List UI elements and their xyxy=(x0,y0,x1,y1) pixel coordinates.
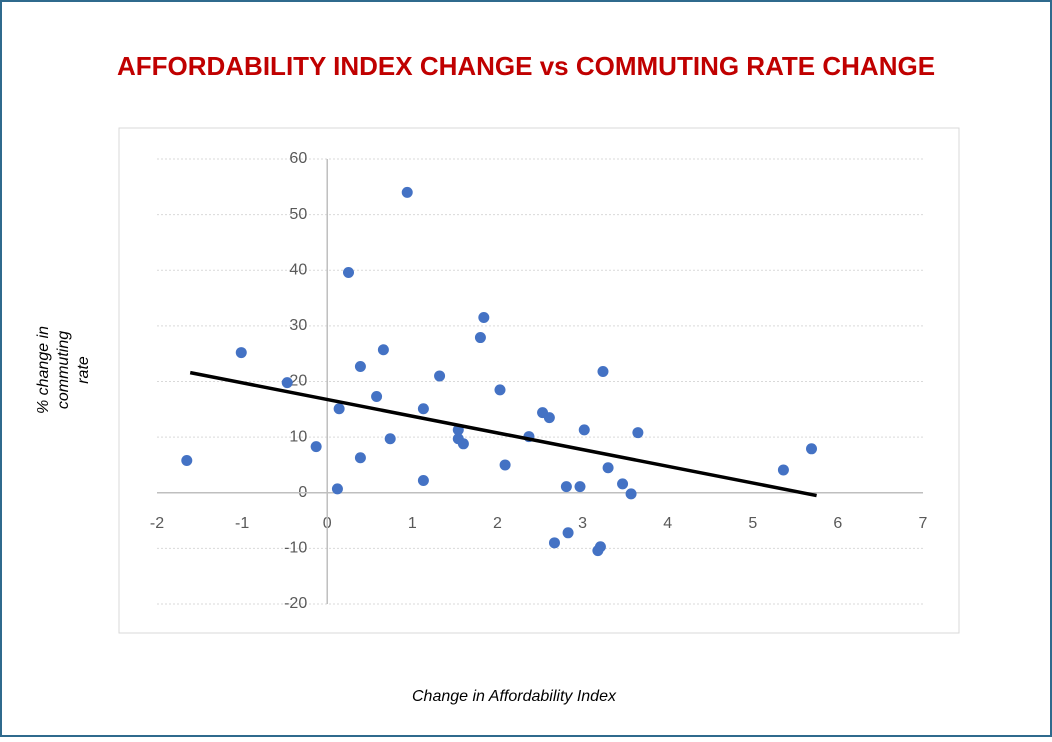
data-point xyxy=(474,332,486,344)
data-point xyxy=(560,481,572,493)
y-tick-label: 20 xyxy=(289,373,307,390)
data-point xyxy=(543,412,555,424)
data-point xyxy=(499,459,511,471)
x-tick-label: 7 xyxy=(919,515,928,532)
y-tick-label: 10 xyxy=(289,428,307,445)
data-point xyxy=(434,370,446,382)
y-axis-label: % change in commuting rate xyxy=(35,326,92,414)
data-point xyxy=(417,475,429,487)
data-point xyxy=(181,454,193,466)
data-point xyxy=(562,527,574,539)
y-tick-label: 60 xyxy=(289,150,307,167)
data-point xyxy=(574,481,586,493)
data-point xyxy=(310,441,322,453)
y-tick-label: 50 xyxy=(289,206,307,223)
x-tick-label: -1 xyxy=(235,515,249,532)
data-point xyxy=(281,377,293,389)
data-point xyxy=(384,433,396,445)
x-tick-label: -2 xyxy=(150,515,164,532)
data-point xyxy=(602,462,614,474)
data-point xyxy=(371,391,383,403)
y-axis-label-line: rate xyxy=(75,356,92,384)
data-point xyxy=(597,365,609,377)
data-point xyxy=(333,403,345,415)
data-point xyxy=(235,347,247,359)
data-point xyxy=(617,478,629,490)
data-point xyxy=(632,427,644,439)
data-point xyxy=(594,541,606,553)
x-tick-label: 3 xyxy=(578,515,587,532)
data-point xyxy=(578,424,590,436)
y-axis-label-line: % change in xyxy=(35,326,52,414)
data-point xyxy=(457,438,469,450)
y-tick-label: -10 xyxy=(284,540,307,557)
y-tick-label: -20 xyxy=(284,595,307,612)
data-point xyxy=(494,384,506,396)
x-tick-label: 1 xyxy=(408,515,417,532)
data-point xyxy=(478,312,490,324)
y-tick-label: 40 xyxy=(289,261,307,278)
chart-title: AFFORDABILITY INDEX CHANGE vs COMMUTING … xyxy=(117,51,935,81)
data-point xyxy=(625,488,637,500)
y-axis-label-line: commuting xyxy=(55,331,72,409)
x-tick-label: 6 xyxy=(833,515,842,532)
data-point xyxy=(343,266,354,278)
data-point xyxy=(417,403,429,415)
x-tick-label: 4 xyxy=(663,515,672,532)
data-point xyxy=(354,360,366,372)
data-point xyxy=(331,483,343,495)
data-point xyxy=(354,452,366,464)
data-point xyxy=(548,537,560,549)
x-tick-label: 5 xyxy=(748,515,757,532)
data-point xyxy=(806,443,818,455)
x-tick-label: 2 xyxy=(493,515,502,532)
y-tick-label: 30 xyxy=(289,317,307,334)
data-point xyxy=(777,464,789,476)
trendline xyxy=(189,370,817,498)
plot-area xyxy=(118,127,960,634)
data-point xyxy=(401,186,413,198)
data-point xyxy=(377,344,389,356)
x-axis-label: Change in Affordability Index xyxy=(412,688,617,705)
